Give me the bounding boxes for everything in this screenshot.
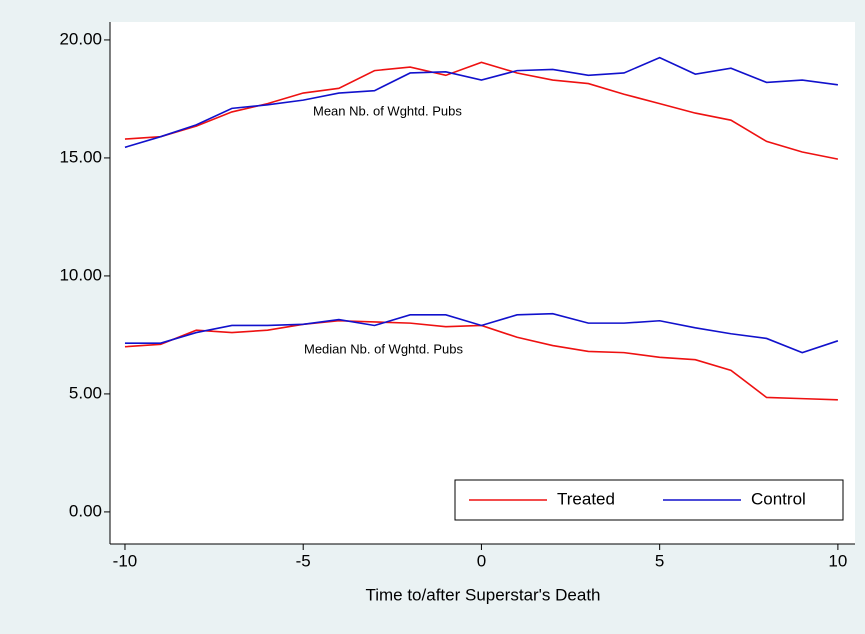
series-line bbox=[124, 312, 839, 354]
series-line bbox=[124, 56, 838, 149]
legend-label: Treated bbox=[557, 489, 615, 508]
y-tick-label: 10.00 bbox=[59, 265, 102, 284]
series-line bbox=[124, 61, 839, 160]
annotation: Median Nb. of Wghtd. Pubs bbox=[304, 341, 463, 356]
x-tick-label: -10 bbox=[113, 551, 138, 570]
y-tick-label: 20.00 bbox=[59, 29, 102, 48]
x-tick-label: 10 bbox=[828, 551, 847, 570]
x-tick-label: 0 bbox=[477, 551, 486, 570]
y-tick-label: 5.00 bbox=[69, 383, 102, 402]
y-tick-label: 15.00 bbox=[59, 147, 102, 166]
annotation: Mean Nb. of Wghtd. Pubs bbox=[313, 103, 462, 118]
legend-label: Control bbox=[751, 489, 806, 508]
y-tick-label: 0.00 bbox=[69, 501, 102, 520]
x-axis-label: Time to/after Superstar's Death bbox=[365, 585, 600, 604]
plot-area bbox=[110, 22, 855, 544]
x-tick-label: -5 bbox=[296, 551, 311, 570]
x-tick-label: 5 bbox=[655, 551, 664, 570]
